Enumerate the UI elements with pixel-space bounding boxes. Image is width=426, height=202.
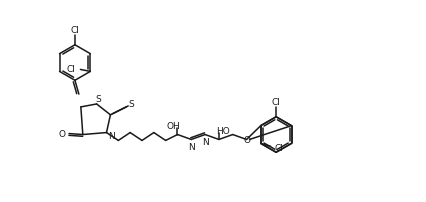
Text: O: O [58,129,66,138]
Text: N: N [108,131,115,140]
Text: Cl: Cl [66,65,75,74]
Text: HO: HO [216,126,229,135]
Text: Cl: Cl [273,143,282,152]
Text: Cl: Cl [70,26,79,35]
Text: S: S [95,94,101,103]
Text: N: N [187,142,194,151]
Text: OH: OH [166,122,180,130]
Text: N: N [201,137,208,146]
Text: S: S [128,100,134,109]
Text: O: O [242,135,250,144]
Text: Cl: Cl [271,98,280,107]
